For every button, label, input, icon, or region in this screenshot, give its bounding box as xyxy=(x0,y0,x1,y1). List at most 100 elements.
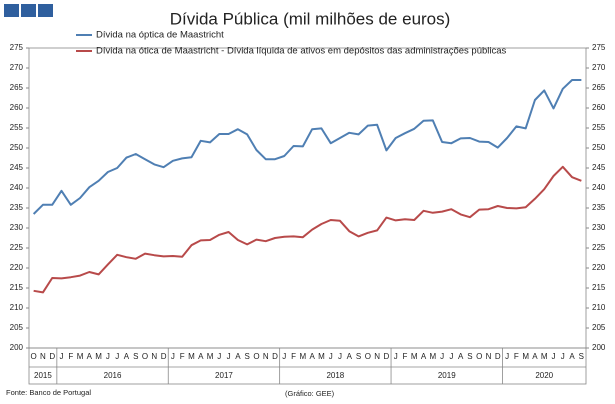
y2-tick-label: 235 xyxy=(592,203,606,212)
x-tick-label: A xyxy=(235,352,241,361)
chart-title: Dívida Pública (mil milhões de euros) xyxy=(170,9,451,28)
x-tick-label: O xyxy=(31,352,37,361)
y-tick-label: 275 xyxy=(10,43,24,52)
x-tick-label: O xyxy=(476,352,482,361)
x-axis-frame xyxy=(28,347,587,385)
y2-tick-label: 255 xyxy=(592,123,606,132)
x-tick-label: F xyxy=(180,352,185,361)
y2-tick-label: 270 xyxy=(592,63,606,72)
plot-frame xyxy=(28,47,587,349)
x-group-label: 2019 xyxy=(438,371,456,380)
x-tick-label: J xyxy=(561,352,565,361)
x-tick-label: A xyxy=(309,352,315,361)
legend-label: Dívida na ótica de Maastricht - Dívida l… xyxy=(96,46,507,57)
x-tick-label: O xyxy=(365,352,371,361)
x-tick-label: J xyxy=(115,352,119,361)
x-tick-label: F xyxy=(514,352,519,361)
y2-tick-label: 220 xyxy=(592,263,606,272)
x-tick-label: J xyxy=(282,352,286,361)
logo-block xyxy=(38,4,53,17)
y-tick-label: 220 xyxy=(10,263,24,272)
y2-tick-label: 225 xyxy=(592,243,606,252)
x-tick-label: A xyxy=(198,352,204,361)
x-tick-label: M xyxy=(411,352,418,361)
x-tick-label: S xyxy=(133,352,138,361)
x-tick-label: S xyxy=(467,352,472,361)
x-tick-label: F xyxy=(403,352,408,361)
x-tick-label: N xyxy=(151,352,157,361)
y2-tick-label: 260 xyxy=(592,103,606,112)
legend-label: Dívida na óptica de Maastricht xyxy=(96,30,224,41)
credit: (Gráfico: GEE) xyxy=(285,389,335,398)
y2-tick-label: 250 xyxy=(592,143,606,152)
x-tick-label: M xyxy=(300,352,307,361)
x-tick-label: M xyxy=(77,352,84,361)
x-tick-label: J xyxy=(171,352,175,361)
y-tick-label: 205 xyxy=(10,323,24,332)
x-tick-label: J xyxy=(552,352,556,361)
x-tick-label: M xyxy=(318,352,325,361)
y2-tick-label: 245 xyxy=(592,163,606,172)
y-tick-label: 210 xyxy=(10,303,24,312)
x-tick-label: N xyxy=(486,352,492,361)
x-tick-label: D xyxy=(161,352,167,361)
y-tick-label: 240 xyxy=(10,183,24,192)
y-tick-label: 225 xyxy=(10,243,24,252)
x-tick-label: J xyxy=(449,352,453,361)
x-tick-label: J xyxy=(106,352,110,361)
y-tick-label: 250 xyxy=(10,143,24,152)
y2-tick-label: 275 xyxy=(592,43,606,52)
x-tick-label: A xyxy=(421,352,427,361)
y-tick-label: 235 xyxy=(10,203,24,212)
x-tick-label: J xyxy=(338,352,342,361)
y2-tick-label: 205 xyxy=(592,323,606,332)
x-tick-label: D xyxy=(384,352,390,361)
x-tick-label: J xyxy=(217,352,221,361)
x-tick-label: F xyxy=(68,352,73,361)
source: Fonte: Banco de Portugal xyxy=(6,388,91,397)
x-tick-label: F xyxy=(291,352,296,361)
y-tick-label: 255 xyxy=(10,123,24,132)
y2-tick-label: 230 xyxy=(592,223,606,232)
x-tick-label: O xyxy=(253,352,259,361)
x-tick-label: M xyxy=(95,352,102,361)
y-tick-label: 200 xyxy=(10,343,24,352)
y-tick-label: 245 xyxy=(10,163,24,172)
x-group-label: 2018 xyxy=(326,371,344,380)
x-tick-label: J xyxy=(505,352,509,361)
logo-block xyxy=(21,4,36,17)
x-group-label: 2020 xyxy=(535,371,553,380)
x-group-label: 2015 xyxy=(34,371,52,380)
x-tick-label: O xyxy=(142,352,148,361)
x-tick-label: N xyxy=(374,352,380,361)
x-tick-label: M xyxy=(207,352,214,361)
y-tick-label: 270 xyxy=(10,63,24,72)
y2-tick-label: 215 xyxy=(592,283,606,292)
x-tick-label: S xyxy=(579,352,584,361)
y-tick-label: 230 xyxy=(10,223,24,232)
x-tick-label: A xyxy=(347,352,353,361)
x-tick-label: S xyxy=(356,352,361,361)
x-tick-label: J xyxy=(59,352,63,361)
x-tick-label: N xyxy=(263,352,269,361)
x-tick-label: J xyxy=(329,352,333,361)
x-tick-label: S xyxy=(244,352,249,361)
series-line xyxy=(32,79,582,215)
y2-tick-label: 265 xyxy=(592,83,606,92)
x-tick-label: J xyxy=(440,352,444,361)
x-group-label: 2016 xyxy=(104,371,122,380)
x-tick-label: D xyxy=(495,352,501,361)
x-tick-label: A xyxy=(87,352,93,361)
x-tick-label: J xyxy=(227,352,231,361)
y-tick-label: 265 xyxy=(10,83,24,92)
x-tick-label: M xyxy=(522,352,529,361)
x-tick-label: A xyxy=(124,352,130,361)
x-tick-label: N xyxy=(40,352,46,361)
y2-tick-label: 200 xyxy=(592,343,606,352)
y2-tick-label: 240 xyxy=(592,183,606,192)
y2-tick-label: 210 xyxy=(592,303,606,312)
x-tick-label: J xyxy=(394,352,398,361)
x-tick-label: D xyxy=(49,352,55,361)
x-tick-label: D xyxy=(272,352,278,361)
